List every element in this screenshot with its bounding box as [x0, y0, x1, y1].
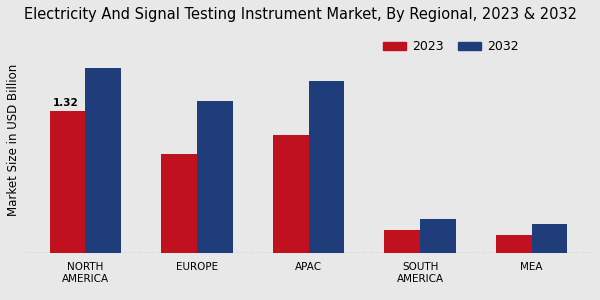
Bar	[496, 235, 532, 254]
Bar	[197, 100, 233, 254]
Legend: 2023, 2032: 2023, 2032	[383, 40, 519, 53]
Bar	[385, 230, 420, 254]
Text: Electricity And Signal Testing Instrument Market, By Regional, 2023 & 2032: Electricity And Signal Testing Instrumen…	[24, 7, 577, 22]
Bar	[420, 219, 456, 254]
Bar	[50, 111, 85, 254]
Bar	[161, 154, 197, 254]
Text: 1.32: 1.32	[53, 98, 78, 108]
Bar	[85, 68, 121, 254]
Y-axis label: Market Size in USD Billion: Market Size in USD Billion	[7, 64, 20, 217]
Bar	[273, 135, 308, 254]
Bar	[308, 81, 344, 254]
Bar	[532, 224, 568, 254]
